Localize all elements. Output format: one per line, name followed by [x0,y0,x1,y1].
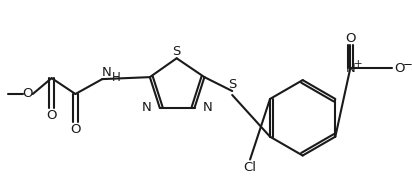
Text: N: N [102,66,112,79]
Text: Cl: Cl [243,161,257,174]
Text: S: S [173,45,181,58]
Text: N: N [142,101,152,114]
Text: O: O [23,87,33,101]
Text: O: O [47,109,57,122]
Text: N: N [345,62,355,75]
Text: S: S [228,78,236,91]
Text: O: O [345,32,356,45]
Text: −: − [403,58,412,71]
Text: H: H [112,71,121,84]
Text: +: + [354,59,363,69]
Text: O: O [395,62,405,75]
Text: O: O [70,123,81,136]
Text: N: N [202,101,212,114]
